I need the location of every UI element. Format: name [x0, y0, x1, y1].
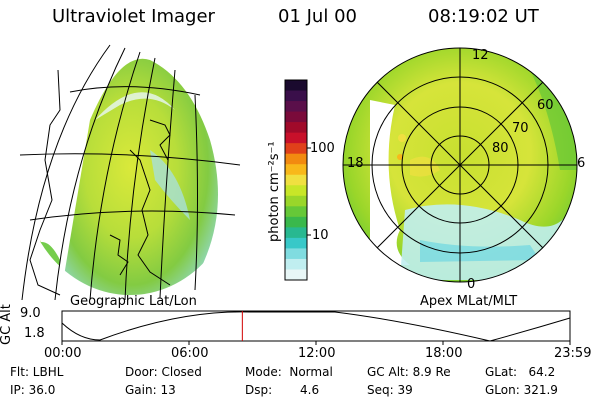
colorbar-stripe	[285, 258, 307, 270]
lat-label-60: 60	[537, 98, 554, 113]
apex-caption: Apex MLat/MLT	[420, 294, 518, 309]
status-dsp-value: 4.6	[300, 383, 320, 397]
status-door: Door: Closed	[125, 365, 202, 379]
colorbar-tick-10: 10	[312, 228, 329, 243]
colorbar-stripe	[285, 101, 307, 113]
xtick-2359: 23:59	[554, 346, 592, 361]
apex-polar-plot	[342, 47, 578, 283]
colorbar-stripe	[285, 269, 307, 281]
colorbar-stripe	[285, 248, 307, 260]
colorbar-stripe	[285, 122, 307, 134]
instrument-title: Ultraviolet Imager	[52, 6, 215, 27]
status-mode: Mode: Normal	[245, 365, 333, 379]
mlt-label-0: 0	[467, 277, 476, 292]
colorbar-stripe	[285, 153, 307, 165]
lat-label-80: 80	[492, 141, 509, 156]
colorbar-stripe	[285, 132, 307, 144]
xtick-0600: 06:00	[171, 346, 209, 361]
colorbar-stripe	[285, 80, 307, 92]
colorbar-stripe	[285, 227, 307, 239]
lat-label-70: 70	[512, 121, 529, 136]
colorbar	[284, 79, 311, 281]
colorbar-unit-label: photon cm⁻²s⁻¹	[267, 141, 282, 242]
colorbar-stripe	[285, 185, 307, 197]
altitude-ytick-1-8: 1.8	[24, 326, 45, 341]
altitude-ytick-9: 9.0	[20, 306, 41, 321]
mlt-label-6: 6	[577, 156, 586, 171]
colorbar-stripe	[285, 237, 307, 249]
status-flt: Flt: LBHL	[10, 365, 64, 379]
status-seq: Seq: 39	[367, 383, 413, 397]
mlt-label-12: 12	[472, 48, 489, 63]
status-dsp: Dsp:	[245, 383, 273, 397]
xtick-0000: 00:00	[44, 346, 82, 361]
colorbar-stripe	[285, 206, 307, 218]
altitude-ylabel: GC Alt	[0, 304, 14, 345]
status-ip: IP: 36.0	[10, 383, 56, 397]
geographic-caption: Geographic Lat/Lon	[70, 294, 197, 309]
time-label: 08:19:02 UT	[428, 6, 539, 27]
status-glat: GLat: 64.2	[485, 365, 556, 379]
colorbar-stripe	[285, 143, 307, 155]
altitude-plot	[61, 310, 571, 345]
status-gcalt: GC Alt: 8.9 Re	[367, 365, 451, 379]
geographic-globe	[19, 44, 241, 301]
xtick-1200: 12:00	[298, 346, 336, 361]
colorbar-stripe	[285, 174, 307, 186]
colorbar-stripe	[285, 164, 307, 176]
colorbar-stripe	[285, 90, 307, 102]
status-gain: Gain: 13	[125, 383, 176, 397]
colorbar-stripe	[285, 216, 307, 228]
mlt-label-18: 18	[347, 156, 364, 171]
xtick-1800: 18:00	[425, 346, 463, 361]
colorbar-stripe	[285, 195, 307, 207]
colorbar-tick-100: 100	[310, 141, 335, 156]
status-glon: GLon: 321.9	[485, 383, 558, 397]
colorbar-stripe	[285, 111, 307, 123]
date-label: 01 Jul 00	[278, 6, 357, 27]
